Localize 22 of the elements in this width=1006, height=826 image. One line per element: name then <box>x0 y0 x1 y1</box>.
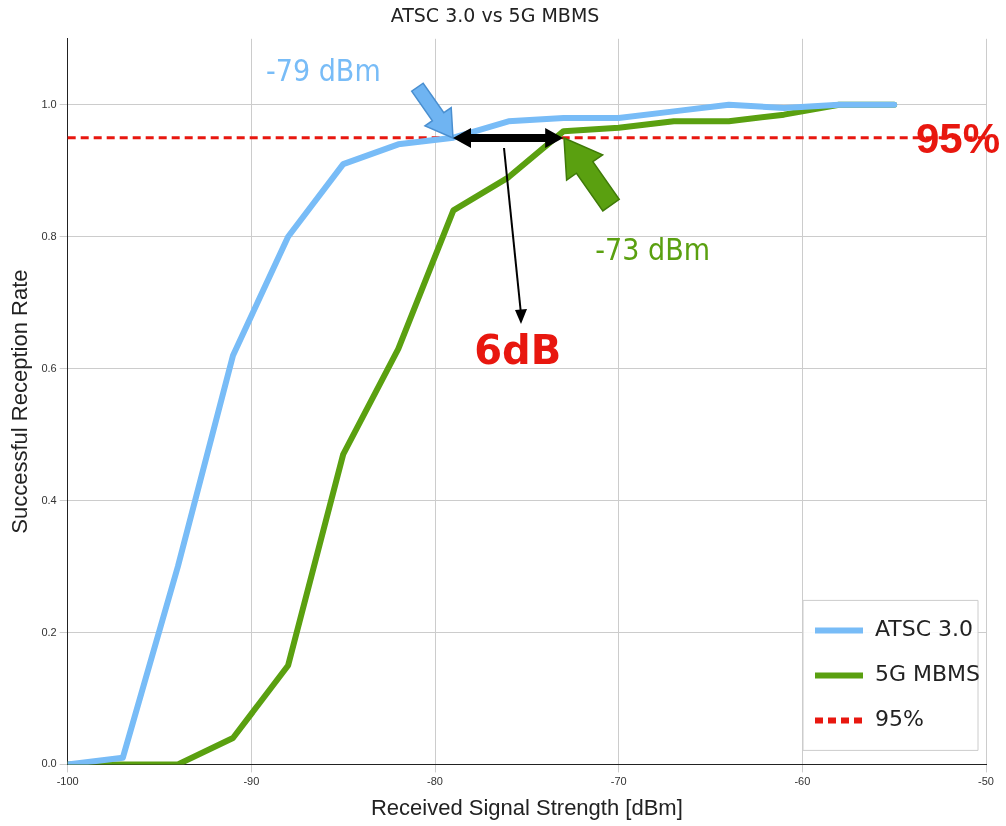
legend-label: 5G MBMS <box>875 661 981 687</box>
ref-line-label: 95% <box>915 115 1000 163</box>
y-tick-label: 0.4 <box>41 493 57 506</box>
x-tick-label: -90 <box>243 775 260 788</box>
y-tick-label: 0.2 <box>41 625 57 638</box>
annotation: -73 dBm <box>595 231 710 267</box>
chart-title: ATSC 3.0 vs 5G MBMS <box>390 4 600 27</box>
y-tick-label: 0.6 <box>41 361 57 374</box>
annotation: 6dB <box>474 327 562 374</box>
legend-label: ATSC 3.0 <box>875 616 974 642</box>
x-tick-label: -60 <box>794 775 811 788</box>
y-tick-label: 0.8 <box>41 229 57 242</box>
x-tick-label: -100 <box>56 775 79 788</box>
x-tick-label: -50 <box>978 775 994 788</box>
x-axis-title: Received Signal Strength [dBm] <box>370 794 683 820</box>
annotation: -79 dBm <box>266 52 381 88</box>
x-tick-label: -80 <box>427 775 443 788</box>
x-tick-label: -70 <box>610 775 627 788</box>
y-tick-label: 1.0 <box>41 97 57 110</box>
text: 95% <box>875 706 924 732</box>
y-tick-label: 0.0 <box>41 757 57 770</box>
y-axis-title: Successful Reception Rate <box>7 269 33 534</box>
